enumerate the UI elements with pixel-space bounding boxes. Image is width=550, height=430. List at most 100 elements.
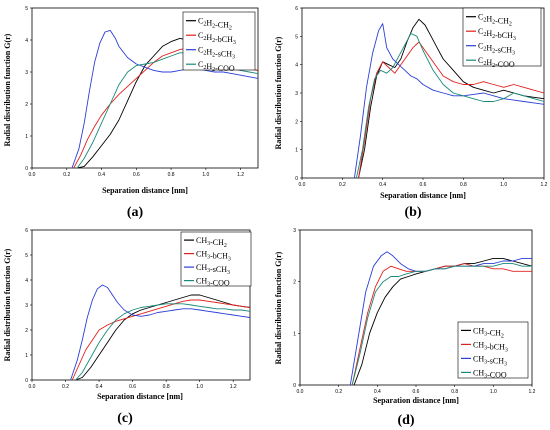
x-tick-label: 0.0	[29, 172, 36, 178]
series-line-ch3-bch3	[71, 299, 251, 381]
x-tick-label: 0.4	[374, 389, 381, 395]
legend-label: CH3-COO	[473, 368, 507, 379]
series-line-ch3-coo	[351, 263, 532, 386]
x-axis-label: Separation distance [nm]	[97, 392, 183, 401]
x-tick-label: 0.6	[420, 182, 427, 188]
x-tick-label: 1.0	[500, 182, 507, 188]
y-tick-label: 6	[295, 6, 298, 12]
series-line-c2h2-coo	[355, 33, 545, 179]
x-tick-label: 0.4	[96, 384, 103, 390]
chart-panel-c: 0.0 0.2 0.4 0.6 0.8 1.0 1.2 0 1 2 3 4 5 6 CH3-CH2CH3-b…	[3, 228, 252, 426]
legend-box	[457, 321, 529, 379]
legend-label: CH3-bCH3	[196, 250, 231, 263]
legend-label: CH3-sCH3	[473, 354, 507, 367]
x-axis-label: Separation distance [nm]	[102, 186, 188, 195]
x-tick-label: 0.6	[129, 384, 136, 390]
y-tick-label: 3	[295, 91, 298, 97]
series-line-ch3-sch3	[70, 284, 251, 381]
panel-label: (b)	[404, 205, 421, 220]
x-tick-label: 1.0	[196, 384, 203, 390]
x-tick-label: 0.8	[451, 389, 458, 395]
legend-label: C2H2-sCH3	[198, 46, 235, 61]
y-tick-label: 3	[25, 303, 28, 309]
y-tick-label: 2	[295, 119, 298, 125]
legend-label: CH3-COO	[196, 277, 230, 288]
x-tick-label: 0.8	[163, 384, 170, 390]
y-tick-label: 5	[25, 6, 28, 12]
x-tick-label: 1.0	[490, 389, 497, 395]
x-tick-label: 0.0	[297, 389, 304, 395]
series-line-ch3-coo	[75, 303, 251, 381]
y-tick-label: 0	[25, 166, 28, 172]
legend-label: C2H2-CH2	[198, 17, 232, 32]
series-line-c2h2-bch3	[358, 41, 545, 179]
x-tick-label: 0.4	[379, 182, 386, 188]
y-tick-label: 0	[293, 383, 296, 389]
panel-label: (a)	[127, 205, 144, 220]
legend-label: CH3-bCH3	[473, 340, 508, 353]
y-tick-label: 5	[295, 34, 298, 40]
y-tick-label: 0	[295, 176, 298, 182]
panel-label: (c)	[117, 411, 133, 426]
chart-panel-d: 0.0 0.2 0.4 0.6 0.8 1.0 1.2 0 1 2 3 CH3-CH2CH3-bCH3…	[274, 228, 536, 428]
y-axis-label: Radial distribution function G(r)	[274, 36, 283, 149]
y-tick-label: 4	[25, 278, 28, 284]
y-tick-label: 1	[25, 134, 28, 140]
legend-label: C2H2-CH2	[478, 13, 512, 28]
chart-panel-b: 0.0 0.2 0.4 0.6 0.8 1.0 1.20123456C2H2-CH2C2H2…	[274, 6, 548, 220]
y-tick-label: 3	[293, 228, 296, 234]
x-tick-label: 1.2	[529, 389, 536, 395]
x-tick-label: 0.0	[299, 182, 306, 188]
y-tick-label: 2	[25, 328, 28, 334]
x-tick-label: 0.2	[62, 384, 69, 390]
series-line-ch3-ch2	[75, 294, 251, 381]
x-axis-label: Separation distance [nm]	[380, 191, 466, 200]
x-tick-label: 1.2	[237, 172, 244, 178]
legend-label: C2H2-bCH3	[478, 27, 516, 42]
x-tick-label: 0.8	[460, 182, 467, 188]
series-line-c2h2-sch3	[71, 29, 259, 169]
chart-panel-a: 0.0 0.2 0.4 0.6 0.8 1.0 1.2012345C2H2-CH2C2H2-…	[3, 6, 259, 220]
x-tick-label: 1.2	[541, 182, 548, 188]
legend-box	[182, 11, 256, 71]
legend-label: CH3-CH2	[473, 326, 504, 339]
legend-box	[462, 7, 542, 67]
y-tick-label: 0	[25, 378, 28, 384]
panel-label: (d)	[397, 413, 414, 428]
legend-label: CH3-sCH3	[196, 263, 230, 276]
y-axis-label: Radial distribution function G(r)	[3, 248, 12, 361]
y-tick-label: 2	[25, 102, 28, 108]
plot-frame	[31, 7, 259, 169]
y-tick-label: 1	[295, 148, 298, 154]
y-tick-label: 6	[25, 228, 28, 234]
y-tick-label: 1	[25, 353, 28, 359]
y-tick-label: 3	[25, 70, 28, 76]
x-tick-label: 0.2	[63, 172, 70, 178]
y-axis-label: Radial distribution function G(r)	[3, 33, 12, 146]
y-tick-label: 1	[293, 331, 296, 337]
x-tick-label: 0.6	[133, 172, 140, 178]
y-tick-label: 4	[25, 38, 28, 44]
x-tick-label: 0.2	[335, 389, 342, 395]
y-axis-label: Radial distribution function G(r)	[274, 251, 283, 364]
x-tick-label: 0.6	[413, 389, 420, 395]
legend-label: C2H2-COO	[478, 56, 515, 69]
legend-label: C2H2-COO	[198, 60, 235, 73]
legend-box	[180, 231, 252, 287]
legend-label: C2H2-bCH3	[198, 31, 236, 46]
legend-label: C2H2-sCH3	[478, 42, 515, 57]
x-tick-label: 0.4	[98, 172, 105, 178]
y-tick-label: 4	[295, 63, 298, 69]
x-tick-label: 0.2	[339, 182, 346, 188]
x-tick-label: 0.8	[168, 172, 175, 178]
x-axis-label: Separation distance [nm]	[373, 396, 459, 405]
legend-label: CH3-CH2	[196, 236, 227, 249]
x-tick-label: 1.2	[230, 384, 237, 390]
y-tick-label: 2	[293, 280, 296, 286]
y-tick-label: 5	[25, 253, 28, 259]
